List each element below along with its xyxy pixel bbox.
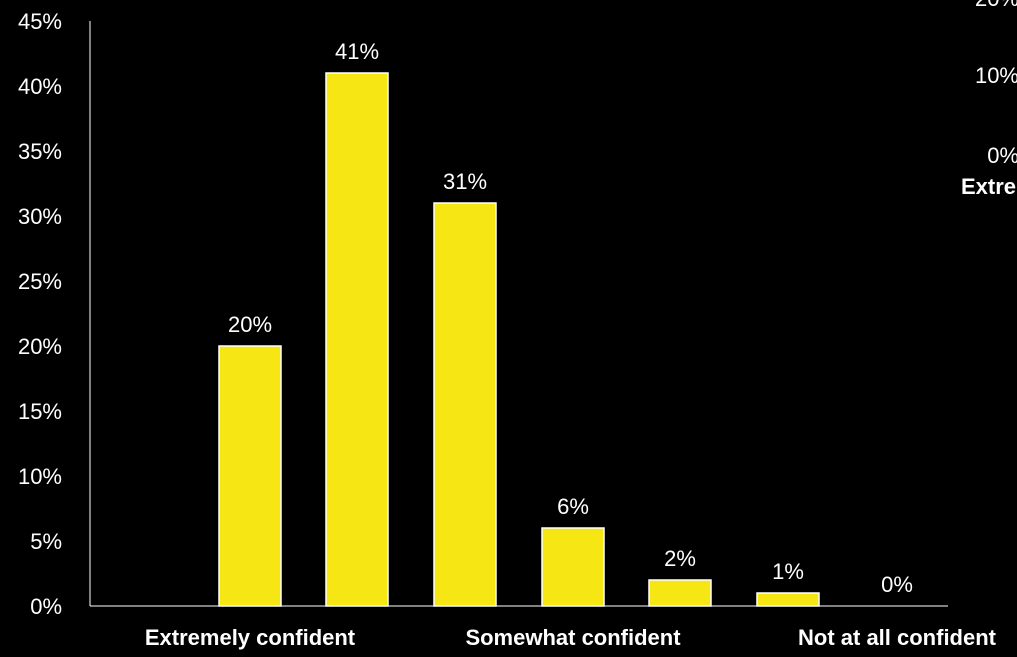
data-label: 1% <box>772 559 804 584</box>
x-category-label: Not at all confident <box>798 625 997 650</box>
x-category-label: Somewhat confident <box>465 625 681 650</box>
background-tick-label: 10% <box>975 63 1017 88</box>
x-category-label: Extremely confident <box>145 625 356 650</box>
bar <box>325 72 389 607</box>
y-tick-label: 20% <box>18 334 62 359</box>
data-label: 0% <box>881 572 913 597</box>
data-label: 2% <box>664 546 696 571</box>
data-labels: 20% 41% 31% 6% 2% 1% 0% <box>228 39 913 597</box>
bar <box>541 527 605 607</box>
data-label: 41% <box>335 39 379 64</box>
y-tick-label: 0% <box>30 594 62 619</box>
data-label: 31% <box>443 169 487 194</box>
bars <box>218 72 820 607</box>
category-labels: Extremely confident Somewhat confident Not… <box>145 625 997 650</box>
y-tick-label: 45% <box>18 9 62 34</box>
y-tick-label: 25% <box>18 269 62 294</box>
background-tick-label: 0% <box>987 143 1017 168</box>
bar <box>648 579 712 607</box>
data-label: 20% <box>228 312 272 337</box>
y-tick-label: 30% <box>18 204 62 229</box>
y-tick-label: 40% <box>18 74 62 99</box>
data-label: 6% <box>557 494 589 519</box>
y-tick-label: 15% <box>18 399 62 424</box>
background-category-label: Extre <box>961 174 1016 199</box>
background-tick-label: 20% <box>975 0 1017 11</box>
bar <box>433 202 497 607</box>
y-tick-label: 5% <box>30 529 62 554</box>
bar <box>756 592 820 607</box>
bar <box>218 345 282 607</box>
axes: 0% 5% 10% 15% 20% 25% 30% 35% 40% 45% <box>18 9 948 619</box>
y-tick-label: 35% <box>18 139 62 164</box>
y-tick-label: 10% <box>18 464 62 489</box>
background-chart-fragment: 20% 10% 0% Extre <box>961 0 1017 199</box>
